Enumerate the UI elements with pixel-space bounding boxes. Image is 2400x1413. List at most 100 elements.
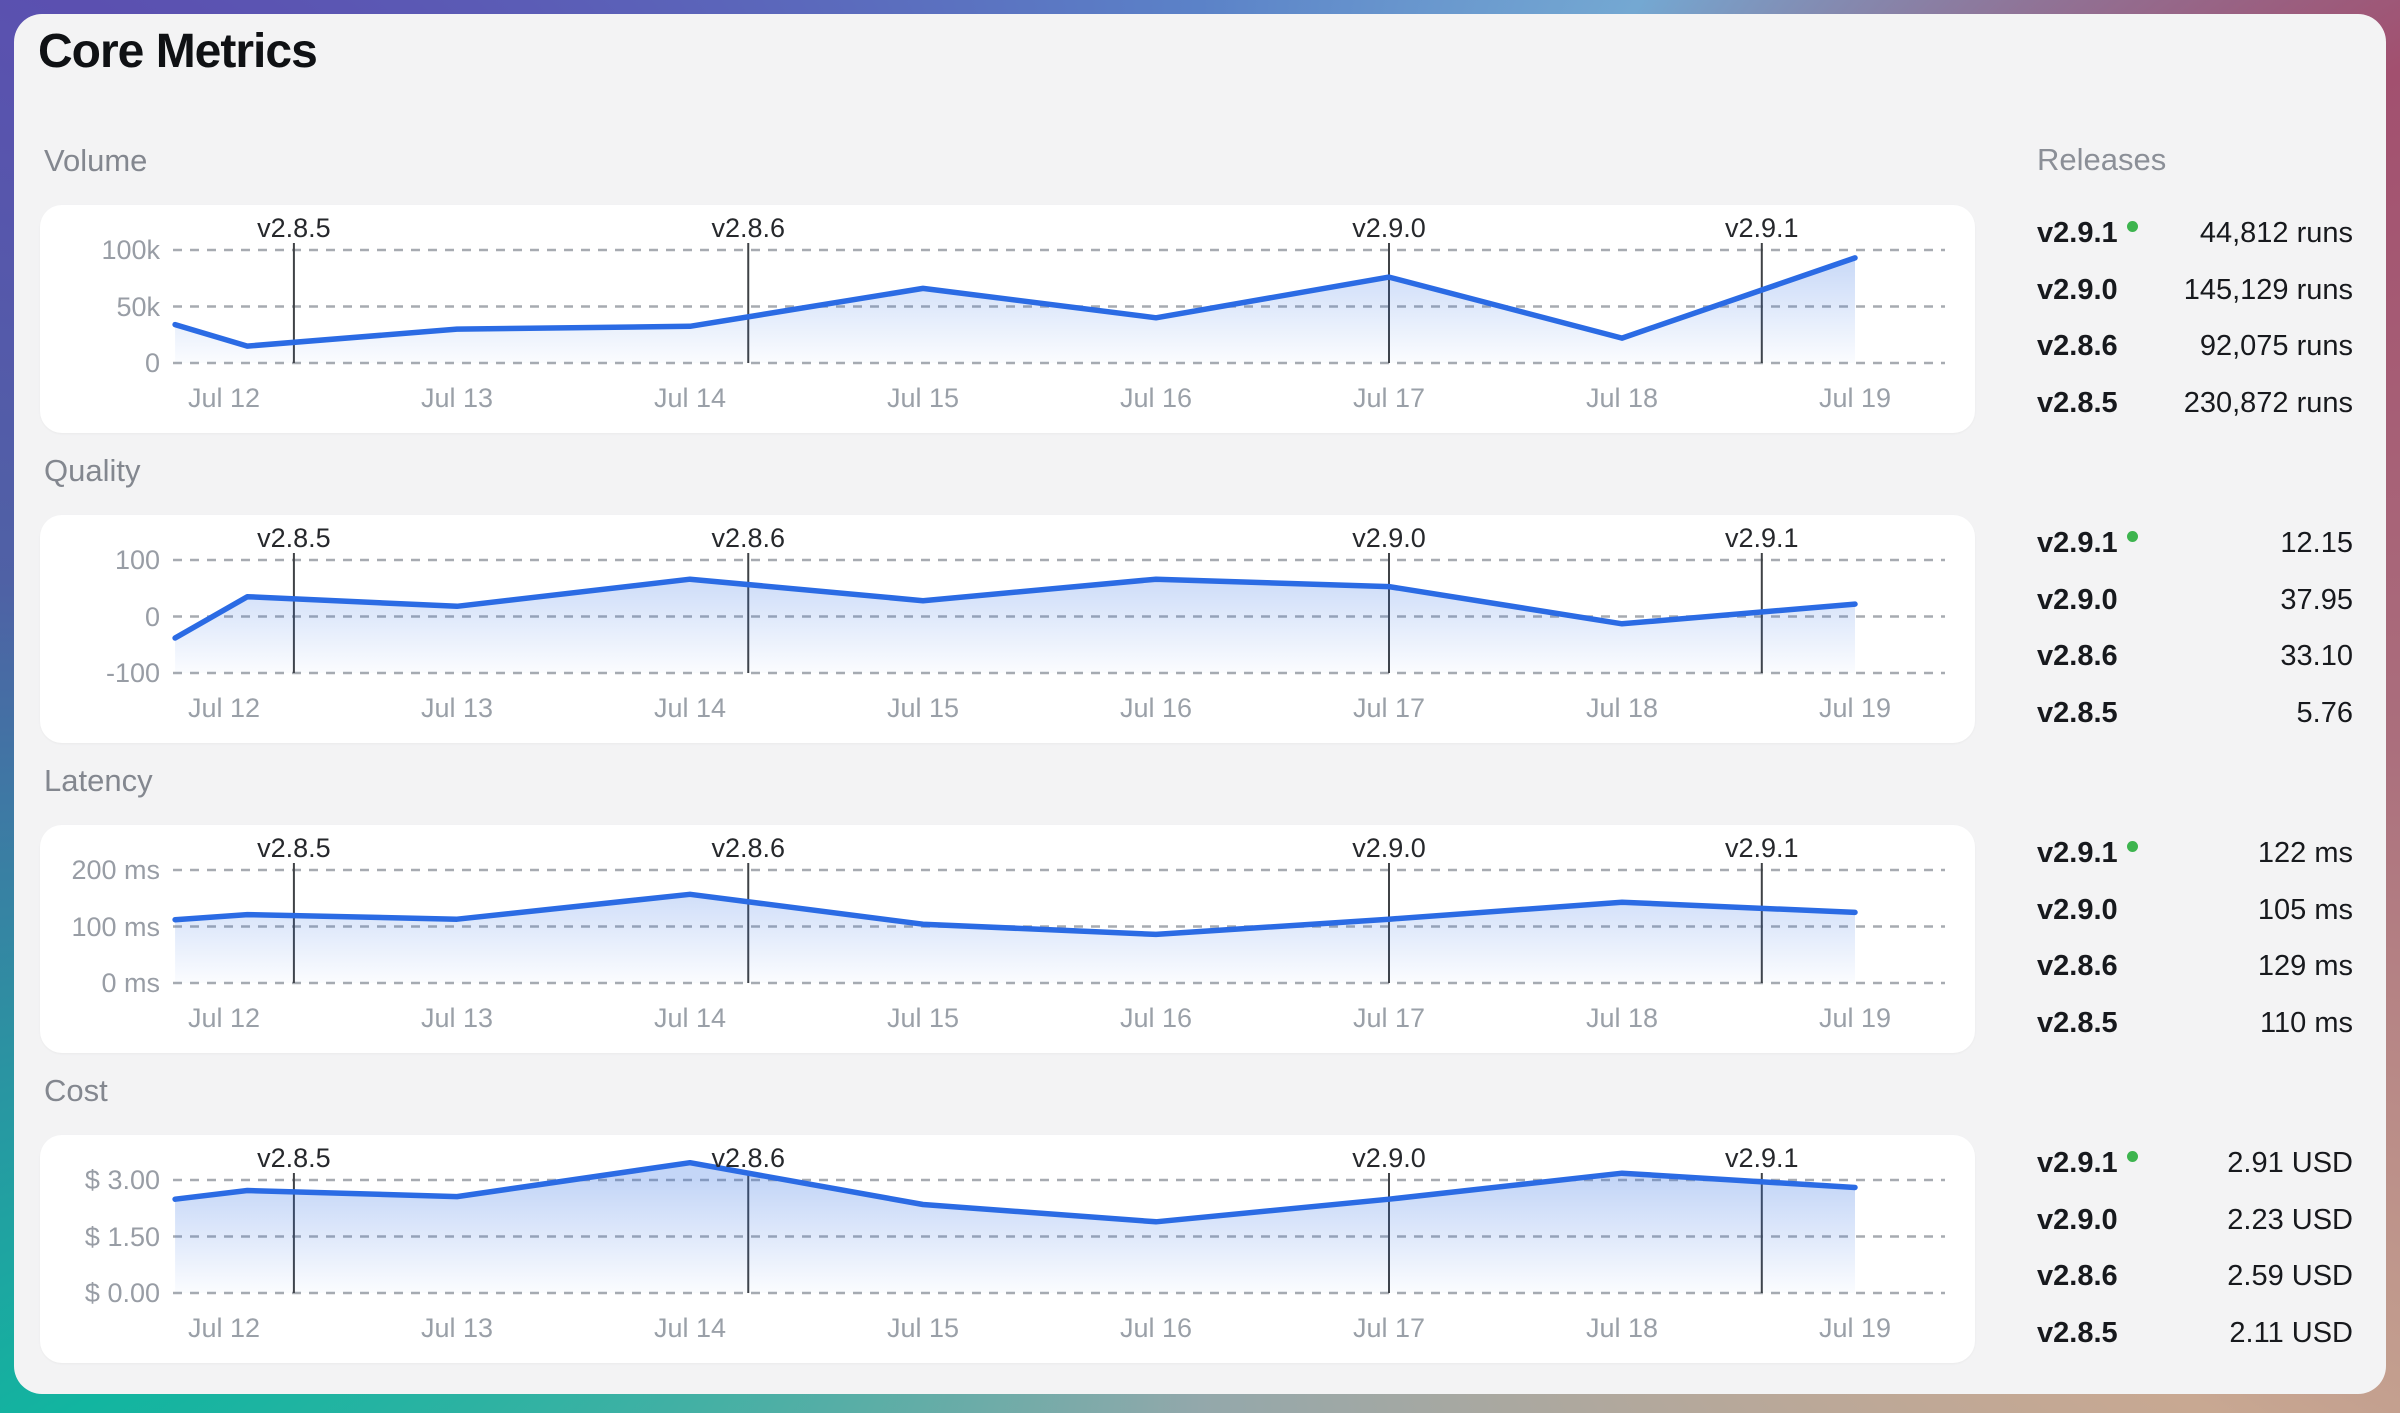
- y-tick-label: 50k: [116, 291, 160, 322]
- release-marker-label-v2.9.0: v2.9.0: [1352, 833, 1426, 863]
- active-release-dot: [2126, 1151, 2138, 1162]
- release-version-label: v2.9.0: [2037, 1203, 2118, 1236]
- x-tick-label: Jul 17: [1352, 1313, 1426, 1343]
- series-line-quality: [172, 576, 1858, 641]
- release-value: 122 ms: [2257, 837, 2353, 869]
- page-title: Core Metrics: [38, 25, 318, 78]
- series-line-volume: [172, 255, 1858, 349]
- release-marker-label-v2.8.6: v2.8.6: [711, 1143, 786, 1173]
- x-tick-label: Jul 17: [1352, 1003, 1426, 1033]
- release-value: 5.76: [2296, 696, 2353, 729]
- release-marker-label-v2.8.5: v2.8.5: [257, 523, 331, 553]
- series-area-quality: [175, 579, 1855, 673]
- release-row: v2.8.6 33.10: [2037, 640, 2353, 678]
- release-value: 2.91 USD: [2227, 1147, 2353, 1179]
- y-tick-label: 200 ms: [71, 855, 160, 885]
- y-tick-label: -100: [105, 658, 160, 688]
- x-tick-label: Jul 17: [1352, 693, 1426, 723]
- release-value: 33.10: [2280, 640, 2353, 673]
- x-tick-label: Jul 16: [1119, 1003, 1193, 1033]
- release-marker-label-v2.9.1: v2.9.1: [1725, 523, 1799, 553]
- release-version-label: v2.9.0: [2037, 273, 2118, 306]
- release-value: 37.95: [2280, 583, 2353, 616]
- release-marker-label-v2.8.6: v2.8.6: [711, 213, 786, 243]
- x-tick-label: Jul 18: [1585, 693, 1659, 723]
- release-row: v2.9.1 122 ms: [2037, 837, 2353, 875]
- release-row: v2.8.6 129 ms: [2037, 950, 2353, 988]
- x-tick-label: Jul 19: [1818, 693, 1892, 723]
- release-marker-label-v2.8.5: v2.8.5: [257, 213, 331, 243]
- y-tick-label: $ 3.00: [84, 1165, 160, 1195]
- releases-column-quality: v2.9.1 12.15 v2.9.0 37.95 v2.8.6 33.10 v2.8.5 5…: [2037, 527, 2353, 735]
- section-label-volume: Volume: [44, 143, 148, 178]
- release-value: 44,812 runs: [2199, 217, 2353, 249]
- chart-svg-cost: [172, 1159, 1945, 1295]
- release-row: v2.9.0 2.23 USD: [2037, 1204, 2353, 1242]
- releases-column-volume: v2.9.1 44,812 runs v2.9.0 145,129 runs v2.8.…: [2037, 217, 2353, 425]
- release-version-label: v2.8.5: [2037, 1006, 2118, 1039]
- release-version-label: v2.8.5: [2037, 386, 2118, 419]
- x-tick-label: Jul 13: [420, 1313, 494, 1343]
- y-tick-label: 100: [114, 545, 160, 575]
- release-value: 2.59 USD: [2227, 1260, 2353, 1293]
- x-tick-label: Jul 19: [1818, 1003, 1892, 1033]
- x-tick-label: Jul 16: [1119, 1313, 1193, 1343]
- x-tick-label: Jul 13: [420, 1003, 494, 1033]
- x-tick-label: Jul 18: [1585, 1003, 1659, 1033]
- series-line-cost: [172, 1159, 1858, 1225]
- active-release-dot: [2126, 531, 2138, 542]
- release-row: v2.9.1 44,812 runs: [2037, 217, 2353, 255]
- section-label-cost: Cost: [44, 1073, 108, 1108]
- x-tick-label: Jul 17: [1352, 383, 1426, 413]
- release-marker-label-v2.8.6: v2.8.6: [711, 833, 786, 863]
- chart-svg-latency: [172, 863, 1945, 985]
- release-row: v2.9.0 145,129 runs: [2037, 274, 2353, 312]
- x-tick-label: Jul 18: [1585, 383, 1659, 413]
- releases-column-cost: v2.9.1 2.91 USD v2.9.0 2.23 USD v2.8.6 2.59 U…: [2037, 1147, 2353, 1355]
- series-area-cost: [175, 1162, 1855, 1293]
- release-marker-label-v2.9.1: v2.9.1: [1725, 833, 1799, 863]
- release-value: 12.15: [2280, 527, 2353, 559]
- chart-svg-volume: [172, 243, 1945, 365]
- x-tick-label: Jul 19: [1818, 1313, 1892, 1343]
- y-tick-label: $ 0.00: [84, 1278, 160, 1308]
- active-release-dot: [2126, 841, 2138, 852]
- release-value: 2.23 USD: [2227, 1203, 2353, 1236]
- chart-card-quality: 100 0 -100 Jul 12 Jul 13 Jul 14 Jul 15 Jul 16 Ju…: [40, 515, 1975, 743]
- x-tick-label: Jul 12: [187, 693, 261, 723]
- release-row: v2.8.5 110 ms: [2037, 1007, 2353, 1045]
- release-value: 129 ms: [2257, 950, 2353, 983]
- releases-panel-header: Releases: [2037, 142, 2167, 177]
- x-tick-label: Jul 12: [187, 383, 261, 413]
- x-tick-label: Jul 12: [187, 1313, 261, 1343]
- release-version-label: v2.8.6: [2037, 1260, 2118, 1293]
- release-version-label: v2.8.5: [2037, 696, 2118, 729]
- release-value: 92,075 runs: [2199, 330, 2353, 363]
- chart-svg-quality: [172, 553, 1945, 675]
- x-tick-label: Jul 13: [420, 383, 494, 413]
- x-tick-label: Jul 14: [653, 693, 727, 723]
- chart-card-cost: $ 3.00 $ 1.50 $ 0.00 Jul 12 Jul 13 Jul 14 Jul …: [40, 1135, 1975, 1363]
- section-label-latency: Latency: [44, 763, 153, 798]
- release-version-label: v2.8.5: [2037, 1316, 2118, 1349]
- release-value: 105 ms: [2257, 893, 2353, 926]
- release-version-label: v2.8.6: [2037, 330, 2118, 363]
- x-tick-label: Jul 16: [1119, 693, 1193, 723]
- release-marker-label-v2.9.0: v2.9.0: [1352, 1143, 1426, 1173]
- x-tick-label: Jul 15: [886, 693, 960, 723]
- releases-column-latency: v2.9.1 122 ms v2.9.0 105 ms v2.8.6 129 ms v2.8…: [2037, 837, 2353, 1045]
- release-marker-label-v2.9.1: v2.9.1: [1725, 213, 1799, 243]
- release-value: 145,129 runs: [2183, 273, 2353, 306]
- y-tick-label: 100k: [101, 235, 160, 265]
- x-tick-label: Jul 15: [886, 383, 960, 413]
- release-row: v2.8.6 2.59 USD: [2037, 1260, 2353, 1298]
- release-row: v2.8.5 230,872 runs: [2037, 387, 2353, 425]
- release-version-label: v2.9.1: [2037, 527, 2138, 560]
- release-row: v2.9.1 12.15: [2037, 527, 2353, 565]
- release-version-label: v2.9.1: [2037, 217, 2138, 250]
- release-value: 2.11 USD: [2229, 1316, 2353, 1349]
- release-version-label: v2.9.1: [2037, 1147, 2138, 1180]
- x-tick-label: Jul 18: [1585, 1313, 1659, 1343]
- x-tick-label: Jul 15: [886, 1313, 960, 1343]
